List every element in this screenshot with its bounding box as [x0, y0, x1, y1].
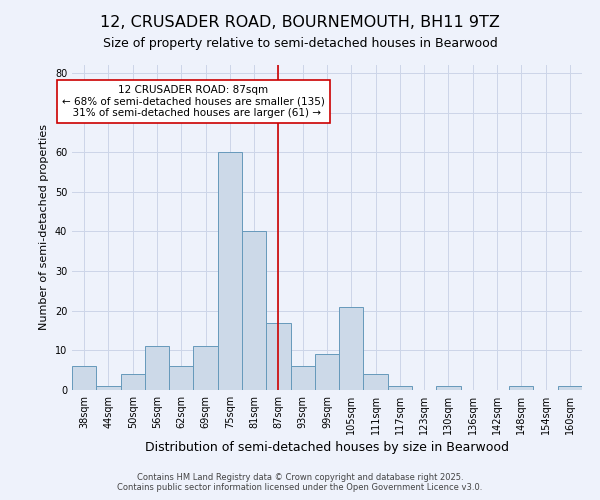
X-axis label: Distribution of semi-detached houses by size in Bearwood: Distribution of semi-detached houses by …	[145, 441, 509, 454]
Bar	[558, 386, 582, 390]
Bar	[290, 366, 315, 390]
Text: Size of property relative to semi-detached houses in Bearwood: Size of property relative to semi-detach…	[103, 38, 497, 51]
Text: 12, CRUSADER ROAD, BOURNEMOUTH, BH11 9TZ: 12, CRUSADER ROAD, BOURNEMOUTH, BH11 9TZ	[100, 15, 500, 30]
Bar	[315, 354, 339, 390]
Bar	[121, 374, 145, 390]
Y-axis label: Number of semi-detached properties: Number of semi-detached properties	[39, 124, 49, 330]
Bar	[436, 386, 461, 390]
Bar	[364, 374, 388, 390]
Text: 12 CRUSADER ROAD: 87sqm
← 68% of semi-detached houses are smaller (135)
  31% of: 12 CRUSADER ROAD: 87sqm ← 68% of semi-de…	[62, 85, 325, 118]
Bar	[169, 366, 193, 390]
Bar	[96, 386, 121, 390]
Bar	[72, 366, 96, 390]
Bar	[388, 386, 412, 390]
Bar	[145, 346, 169, 390]
Bar	[266, 322, 290, 390]
Bar	[193, 346, 218, 390]
Text: Contains HM Land Registry data © Crown copyright and database right 2025.
Contai: Contains HM Land Registry data © Crown c…	[118, 473, 482, 492]
Bar	[242, 232, 266, 390]
Bar	[509, 386, 533, 390]
Bar	[218, 152, 242, 390]
Bar	[339, 307, 364, 390]
